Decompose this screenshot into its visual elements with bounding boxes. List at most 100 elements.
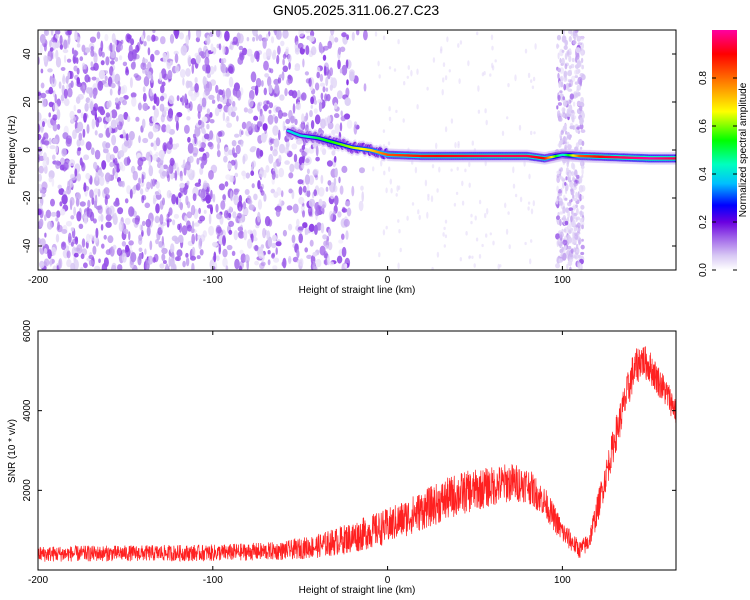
band-blob bbox=[581, 174, 584, 178]
noise-blob bbox=[481, 243, 484, 248]
noise-blob bbox=[76, 148, 81, 156]
noise-blob bbox=[328, 228, 332, 237]
noise-blob bbox=[63, 54, 67, 63]
noise-blob bbox=[246, 37, 250, 42]
noise-blob bbox=[143, 41, 147, 47]
noise-blob bbox=[60, 241, 67, 250]
noise-blob bbox=[282, 30, 289, 39]
noise-blob bbox=[216, 255, 220, 262]
noise-blob bbox=[69, 180, 74, 188]
band-blob bbox=[578, 239, 581, 246]
noise-blob bbox=[218, 43, 222, 51]
noise-blob bbox=[220, 200, 226, 210]
noise-blob bbox=[454, 142, 457, 149]
noise-blob bbox=[104, 123, 107, 129]
noise-blob bbox=[313, 224, 318, 235]
noise-blob bbox=[249, 89, 255, 101]
noise-blob bbox=[93, 93, 97, 99]
band-blob bbox=[568, 83, 572, 88]
noise-blob bbox=[341, 246, 347, 258]
noise-blob bbox=[239, 129, 243, 138]
noise-blob bbox=[60, 67, 66, 71]
noise-blob bbox=[191, 262, 195, 270]
noise-blob bbox=[267, 114, 274, 125]
noise-blob bbox=[111, 33, 116, 43]
noise-blob bbox=[106, 100, 111, 109]
noise-blob bbox=[99, 176, 105, 187]
noise-blob bbox=[177, 166, 180, 176]
noise-blob bbox=[43, 55, 48, 63]
band-blob bbox=[581, 224, 584, 230]
noise-blob bbox=[334, 37, 339, 43]
noise-blob bbox=[52, 123, 58, 132]
noise-blob bbox=[111, 264, 117, 270]
noise-blob bbox=[275, 247, 278, 255]
noise-blob bbox=[137, 102, 142, 111]
noise-blob bbox=[201, 97, 207, 108]
noise-blob bbox=[302, 210, 305, 218]
noise-blob bbox=[175, 120, 179, 131]
noise-blob bbox=[315, 145, 319, 157]
noise-blob bbox=[186, 116, 191, 121]
noise-blob bbox=[319, 82, 326, 87]
noise-blob bbox=[338, 176, 341, 184]
noise-blob bbox=[128, 130, 135, 141]
noise-blob bbox=[68, 232, 72, 243]
noise-blob bbox=[52, 103, 59, 111]
noise-blob bbox=[255, 77, 262, 88]
noise-blob bbox=[318, 41, 323, 53]
noise-blob bbox=[478, 199, 482, 205]
noise-blob bbox=[312, 251, 318, 257]
noise-blob bbox=[149, 88, 154, 97]
snr-series bbox=[38, 346, 676, 562]
noise-blob bbox=[296, 90, 301, 98]
noise-blob bbox=[190, 58, 197, 65]
noise-blob bbox=[66, 245, 70, 252]
noise-blob bbox=[184, 102, 191, 109]
noise-blob bbox=[411, 159, 414, 165]
noise-blob bbox=[224, 181, 229, 187]
noise-blob bbox=[223, 146, 230, 157]
noise-blob bbox=[305, 229, 309, 235]
noise-blob bbox=[459, 40, 463, 45]
noise-blob bbox=[385, 225, 388, 230]
noise-blob bbox=[171, 143, 178, 150]
noise-blob bbox=[506, 116, 509, 120]
noise-blob bbox=[105, 142, 111, 149]
noise-blob bbox=[380, 160, 383, 167]
noise-blob bbox=[484, 213, 487, 219]
noise-blob bbox=[131, 53, 137, 62]
band-blob bbox=[562, 158, 567, 164]
noise-blob bbox=[448, 69, 451, 73]
noise-blob bbox=[282, 65, 289, 73]
noise-blob bbox=[302, 58, 305, 68]
noise-blob bbox=[203, 84, 207, 90]
noise-blob bbox=[177, 234, 184, 243]
noise-blob bbox=[397, 219, 400, 223]
noise-blob bbox=[203, 133, 210, 140]
noise-blob bbox=[234, 133, 240, 138]
noise-blob bbox=[61, 194, 68, 205]
noise-blob bbox=[110, 82, 116, 89]
band-blob bbox=[572, 204, 576, 211]
noise-blob bbox=[322, 234, 328, 240]
noise-blob bbox=[38, 173, 42, 182]
noise-blob bbox=[190, 227, 195, 234]
noise-blob bbox=[130, 252, 137, 263]
noise-blob bbox=[131, 96, 137, 107]
noise-blob bbox=[339, 122, 343, 132]
noise-blob bbox=[240, 253, 246, 263]
noise-blob bbox=[192, 193, 197, 202]
noise-blob bbox=[56, 123, 61, 130]
noise-blob bbox=[62, 74, 65, 82]
noise-blob bbox=[220, 61, 225, 73]
band-blob bbox=[568, 65, 572, 69]
noise-blob bbox=[174, 53, 179, 64]
noise-blob bbox=[162, 52, 168, 63]
noise-blob bbox=[191, 63, 195, 74]
band-blob bbox=[574, 247, 580, 255]
noise-blob bbox=[188, 155, 194, 163]
noise-blob bbox=[275, 241, 282, 247]
noise-blob bbox=[292, 203, 299, 214]
